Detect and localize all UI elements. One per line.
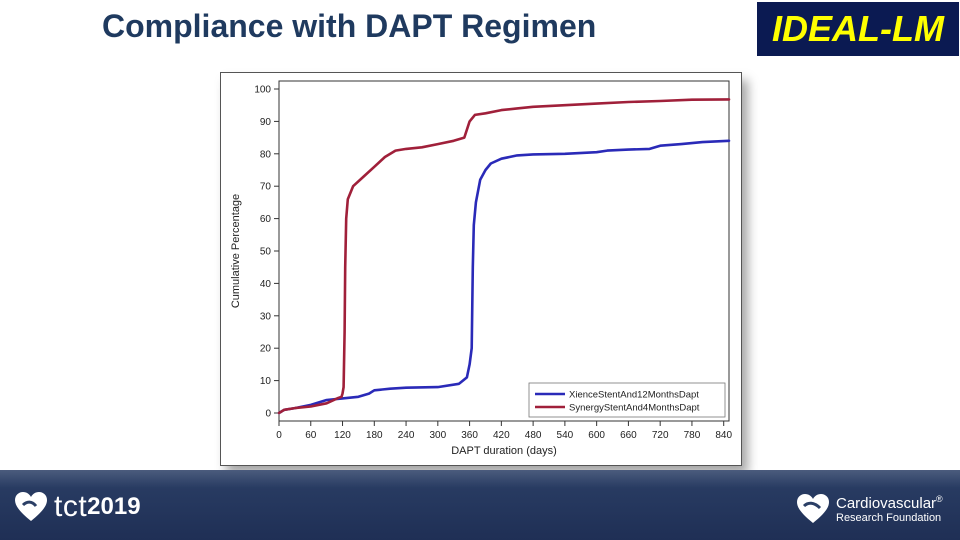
x-tick-label: 60 bbox=[305, 430, 317, 441]
x-tick-label: 0 bbox=[276, 430, 282, 441]
tct-logo: tct 2019 bbox=[14, 490, 141, 524]
y-tick-label: 80 bbox=[260, 149, 272, 160]
y-tick-label: 50 bbox=[260, 247, 272, 258]
x-tick-label: 300 bbox=[429, 430, 446, 441]
y-tick-label: 90 bbox=[260, 117, 272, 128]
y-tick-label: 30 bbox=[260, 311, 272, 322]
y-tick-label: 10 bbox=[260, 376, 272, 387]
study-badge: IDEAL-LM bbox=[757, 2, 959, 56]
x-tick-label: 420 bbox=[493, 430, 510, 441]
x-tick-label: 120 bbox=[334, 430, 351, 441]
crf-line1: Cardiovascular bbox=[836, 495, 937, 512]
crf-line2: Research Foundation bbox=[836, 512, 942, 524]
y-tick-label: 60 bbox=[260, 214, 272, 225]
x-tick-label: 240 bbox=[398, 430, 415, 441]
legend-box bbox=[528, 382, 726, 418]
slide-title: Compliance with DAPT Regimen bbox=[102, 8, 597, 44]
study-badge-label: IDEAL-LM bbox=[772, 8, 944, 49]
x-tick-label: 600 bbox=[588, 430, 605, 441]
tct-wordmark: tct bbox=[54, 490, 88, 523]
tct-year: 2019 bbox=[87, 493, 141, 520]
x-tick-label: 180 bbox=[366, 430, 383, 441]
footer-sheen bbox=[0, 470, 960, 488]
x-axis-label: DAPT duration (days) bbox=[451, 445, 557, 457]
legend-label: XienceStentAnd12MonthsDapt bbox=[569, 390, 699, 401]
x-tick-label: 360 bbox=[461, 430, 478, 441]
series-line-2 bbox=[277, 98, 731, 415]
chart-panel: 0 10 20 30 40 50 60 70 80 90 100 0 60 120 180 240 300 360… bbox=[220, 72, 742, 466]
crf-text: Cardiovascular® Research Foundation bbox=[836, 492, 943, 526]
x-tick-label: 840 bbox=[715, 430, 732, 441]
legend-label: SynergyStentAnd4MonthsDapt bbox=[569, 403, 700, 414]
y-tick-label: 70 bbox=[260, 182, 272, 193]
crf-logo: Cardiovascular® Research Foundation bbox=[796, 492, 943, 526]
crf-heart-icon bbox=[797, 494, 829, 523]
tct-heart-icon bbox=[15, 492, 47, 521]
x-tick-label: 480 bbox=[525, 430, 542, 441]
y-axis-label: Cumulative Percentage bbox=[230, 194, 242, 308]
x-tick-label: 660 bbox=[620, 430, 637, 441]
y-tick-label: 20 bbox=[260, 344, 272, 355]
x-tick-label: 720 bbox=[652, 430, 669, 441]
dapt-compliance-chart: 0 10 20 30 40 50 60 70 80 90 100 0 60 120 180 240 300 360… bbox=[230, 80, 732, 457]
x-tick-label: 540 bbox=[557, 430, 574, 441]
y-tick-label: 40 bbox=[260, 279, 272, 290]
x-tick-label: 780 bbox=[684, 430, 701, 441]
series-line-1 bbox=[277, 139, 731, 415]
crf-registered-mark: ® bbox=[936, 494, 943, 504]
y-tick-label: 0 bbox=[265, 409, 271, 420]
y-tick-label: 100 bbox=[254, 85, 271, 96]
